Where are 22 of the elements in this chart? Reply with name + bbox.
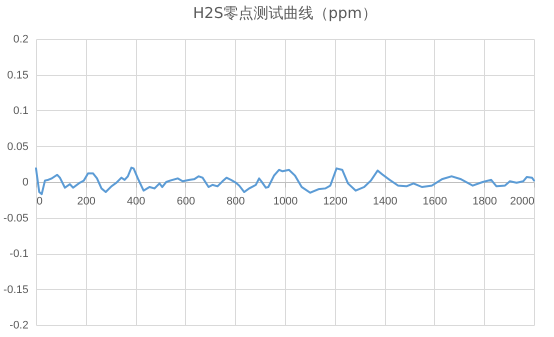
x-tick-label: 1400: [372, 196, 398, 208]
line-series: [35, 166, 535, 196]
x-tick-label: 600: [176, 196, 196, 208]
x-tick-label: 800: [226, 196, 245, 208]
x-tick-label: 1800: [472, 196, 497, 208]
x-tick-label: 1600: [422, 196, 448, 208]
chart-title: H2S零点测试曲线（ppm）: [193, 4, 377, 22]
x-tick-label: 0: [36, 196, 43, 208]
x-tick-label: 2000: [510, 196, 534, 208]
x-tick-label: 1200: [323, 196, 348, 208]
y-tick-label: -0.1: [10, 248, 28, 260]
y-tick-label: 0.05: [7, 140, 28, 153]
y-tick-label: 0.1: [13, 105, 28, 117]
x-tick-label: 200: [77, 196, 96, 208]
y-tick-label: 0: [22, 176, 28, 188]
y-tick-label: -0.15: [3, 284, 28, 296]
x-tick-label: 400: [126, 196, 146, 208]
y-tick-label: -0.2: [10, 320, 28, 332]
x-tick-label: 1000: [273, 196, 298, 208]
y-tick-label: 0.2: [13, 34, 28, 46]
y-tick-label: 0.15: [7, 69, 28, 82]
y-tick-label: -0.05: [3, 212, 28, 224]
